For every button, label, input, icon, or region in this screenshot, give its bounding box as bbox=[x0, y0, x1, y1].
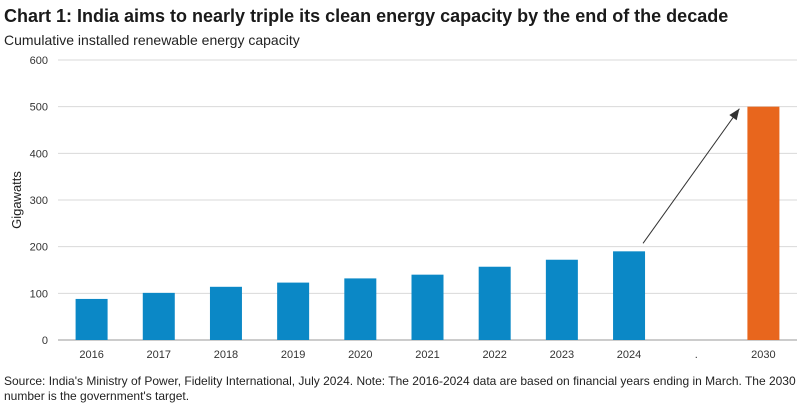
x-tick-label: 2017 bbox=[147, 349, 171, 361]
x-tick-label: 2019 bbox=[281, 349, 305, 361]
x-tick-label: 2024 bbox=[617, 349, 641, 361]
x-tick-label: 2016 bbox=[79, 349, 103, 361]
y-tick-label: 400 bbox=[30, 148, 48, 160]
chart-subtitle: Cumulative installed renewable energy ca… bbox=[4, 32, 300, 48]
grid-lines bbox=[58, 59, 797, 341]
y-axis-label: Gigawatts bbox=[9, 171, 24, 229]
bar-2018 bbox=[209, 286, 242, 340]
y-tick-labels: 0 100 200 300 400 500 600 bbox=[30, 55, 48, 347]
bar-2024 bbox=[613, 251, 646, 340]
source-note: Source: India's Ministry of Power, Fidel… bbox=[4, 374, 796, 403]
y-tick-label: 500 bbox=[30, 102, 48, 114]
bar-2020 bbox=[344, 278, 377, 340]
bar-2022 bbox=[478, 266, 511, 340]
x-tick-label: 2018 bbox=[214, 349, 238, 361]
x-tick-label: 2020 bbox=[348, 349, 372, 361]
y-tick-label: 0 bbox=[42, 335, 48, 347]
arrow-line bbox=[642, 108, 740, 244]
x-tick-label: 2030 bbox=[751, 349, 775, 361]
bar-2019 bbox=[277, 282, 310, 340]
y-tick-label: 600 bbox=[30, 55, 48, 67]
bar-2030 bbox=[747, 106, 780, 341]
arrow-head bbox=[729, 108, 740, 121]
bar-chart: 0 100 200 300 400 500 600 2016 2017 2018 2019 2020… bbox=[9, 55, 797, 361]
bar-2023 bbox=[545, 259, 578, 340]
x-tick-label: 2021 bbox=[415, 349, 439, 361]
x-tick-labels: 2016 2017 2018 2019 2020 2021 2022 2023 2024. 203… bbox=[79, 349, 775, 361]
chart-title: Chart 1: India aims to nearly triple its… bbox=[4, 6, 729, 26]
y-tick-label: 300 bbox=[30, 195, 48, 207]
bar-2017 bbox=[142, 292, 175, 340]
trend-arrow bbox=[642, 108, 740, 244]
bars bbox=[75, 106, 780, 341]
bar-2016 bbox=[75, 298, 108, 340]
y-tick-label: 100 bbox=[30, 288, 48, 300]
x-tick-label: 2022 bbox=[482, 349, 506, 361]
x-tick-label: . bbox=[695, 349, 698, 361]
y-tick-label: 200 bbox=[30, 242, 48, 254]
bar-2021 bbox=[411, 274, 444, 340]
x-tick-label: 2023 bbox=[550, 349, 574, 361]
